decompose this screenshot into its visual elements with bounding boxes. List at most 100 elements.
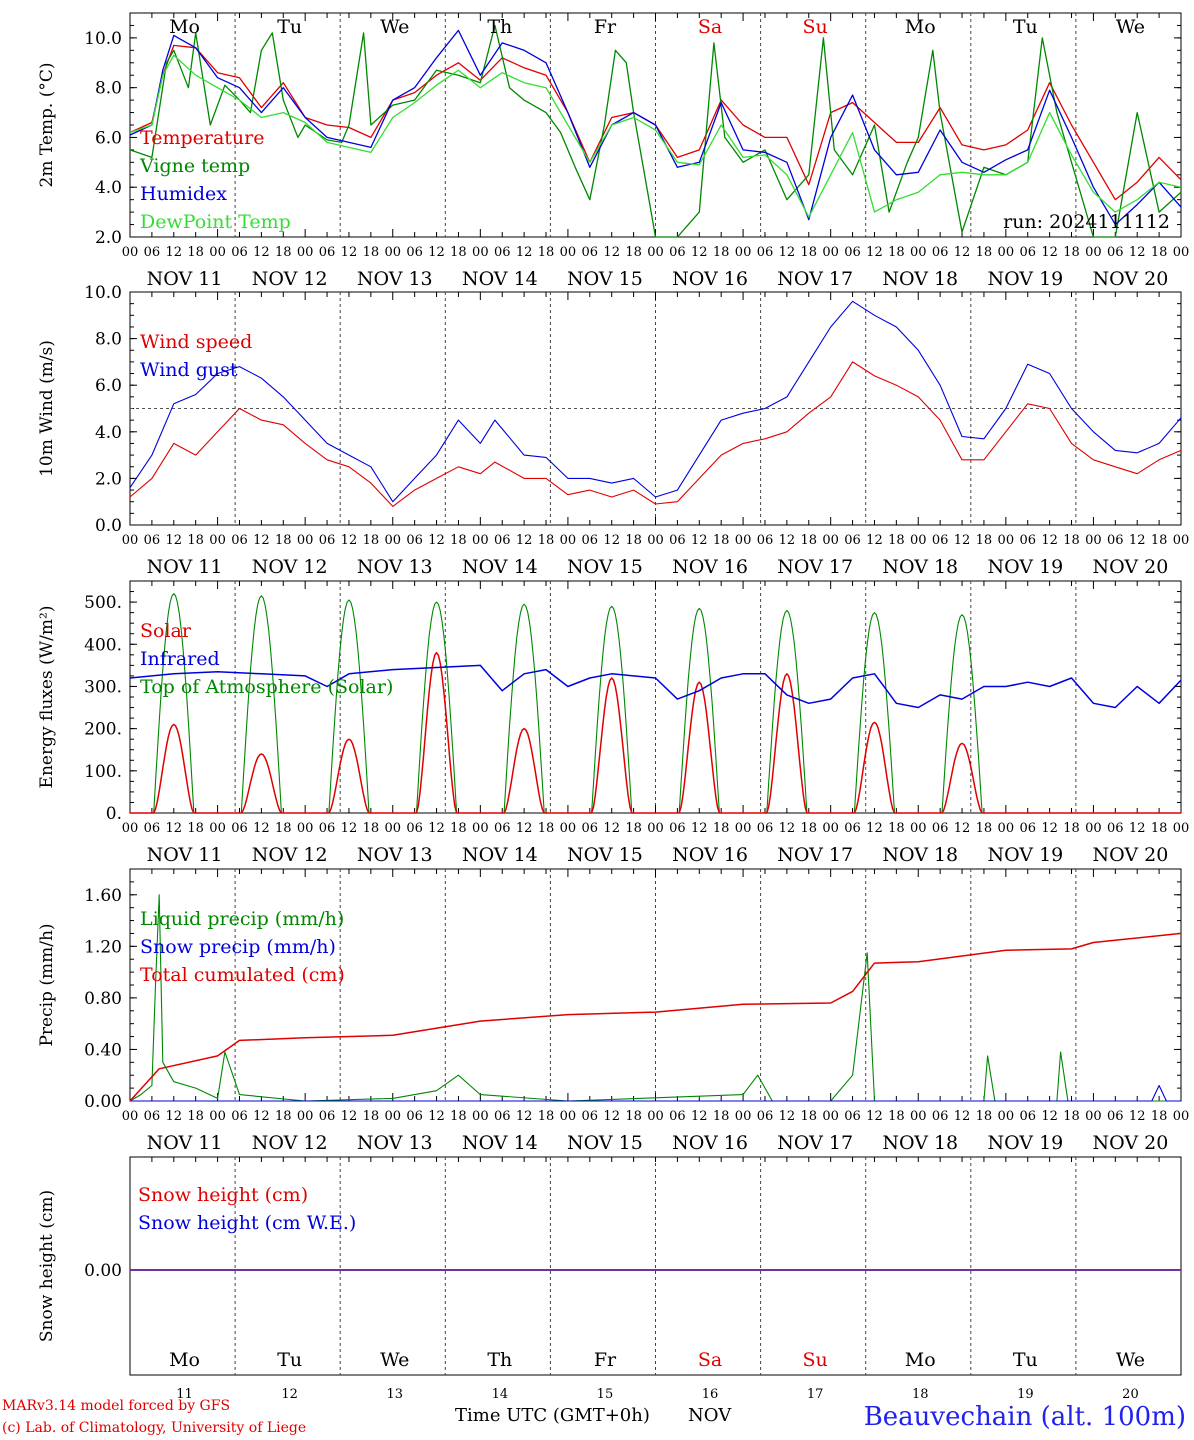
- x-tick-label: 18: [625, 245, 642, 260]
- x-tick-label: 12: [779, 245, 796, 260]
- x-tick-label: 06: [319, 245, 336, 260]
- x-tick-label: 00: [384, 1109, 401, 1124]
- x-tick-label: 06: [144, 533, 161, 548]
- date-label: NOV 20: [1093, 1132, 1169, 1154]
- x-tick-label: 18: [1151, 245, 1168, 260]
- date-label: NOV 17: [777, 268, 853, 290]
- x-tick-label: 06: [757, 821, 774, 836]
- x-tick-label: 00: [1085, 245, 1102, 260]
- x-tick-label: 18: [800, 821, 817, 836]
- precip-series-line-1: [130, 1084, 1181, 1102]
- x-tick-label: 06: [932, 1109, 949, 1124]
- x-tick-label: 12: [954, 1109, 971, 1124]
- x-tick-label: 06: [319, 821, 336, 836]
- date-label: NOV 17: [777, 844, 853, 866]
- x-tick-label: 12: [428, 245, 445, 260]
- y-tick-label: 10.0: [84, 283, 122, 303]
- x-tick-label: 00: [297, 1109, 314, 1124]
- date-label: NOV 16: [672, 844, 748, 866]
- date-label: NOV 19: [987, 268, 1063, 290]
- x-tick-label: 00: [209, 821, 226, 836]
- day-label: Tu: [277, 1349, 302, 1371]
- x-tick-label: 18: [1063, 821, 1080, 836]
- y-tick-label: 400.: [84, 635, 122, 655]
- y-tick-label: 8.0: [95, 330, 122, 350]
- x-tick-label: 12: [1129, 533, 1146, 548]
- y-axis-label: 10m Wind (m/s): [37, 340, 57, 477]
- snow-legend-1: Snow height (cm W.E.): [138, 1212, 356, 1234]
- precip-legend-0: Liquid precip (mm/h): [140, 908, 344, 930]
- x-tick-label: 00: [122, 1109, 139, 1124]
- day-label: Th: [487, 1349, 512, 1371]
- x-tick-label: 12: [166, 821, 183, 836]
- x-tick-label: 18: [187, 821, 204, 836]
- x-tick-label: 18: [713, 245, 730, 260]
- y-tick-label: 6.0: [95, 376, 122, 396]
- date-label: NOV 14: [462, 556, 538, 578]
- date-label: NOV 19: [987, 556, 1063, 578]
- day-label: Mo: [905, 16, 936, 38]
- x-tick-label: 12: [603, 533, 620, 548]
- precip-legend-2: Total cumulated (cm): [140, 964, 345, 986]
- x-tick-label: 12: [866, 821, 883, 836]
- date-label: NOV 12: [252, 556, 328, 578]
- date-label: NOV 17: [777, 556, 853, 578]
- x-tick-label: 12: [341, 821, 358, 836]
- x-tick-label: 06: [932, 245, 949, 260]
- x-tick-label: 18: [1063, 1109, 1080, 1124]
- x-tick-label: 06: [1019, 1109, 1036, 1124]
- x-tick-label: 00: [647, 821, 664, 836]
- date-label: NOV 18: [882, 268, 958, 290]
- y-tick-label: 0.: [106, 804, 122, 824]
- x-tick-label: 12: [516, 533, 533, 548]
- date-label: NOV 15: [567, 844, 643, 866]
- y-tick-label: 200.: [84, 720, 122, 740]
- precip-series-line-0: [129, 894, 1181, 1102]
- date-label: NOV 18: [882, 844, 958, 866]
- x-tick-label: 18: [275, 1109, 292, 1124]
- x-tick-label: 00: [1173, 245, 1190, 260]
- x-tick-label: 00: [998, 821, 1015, 836]
- x-tick-label: 06: [406, 245, 423, 260]
- x-tick-label: 18: [976, 533, 993, 548]
- date-label: NOV 20: [1093, 268, 1169, 290]
- x-tick-label: 00: [472, 533, 489, 548]
- date-label: NOV 13: [357, 268, 433, 290]
- date-label: NOV 11: [147, 268, 223, 290]
- x-tick-label: 06: [582, 533, 599, 548]
- x-tick-label: 12: [428, 821, 445, 836]
- temp-series-line-3: [129, 54, 1182, 218]
- x-tick-label: 18: [450, 821, 467, 836]
- x-tick-label: 06: [844, 245, 861, 260]
- y-tick-label: 0.0: [95, 516, 122, 536]
- date-label: NOV 18: [882, 1132, 958, 1154]
- x-tick-label: 12: [954, 245, 971, 260]
- x-tick-label: 00: [560, 821, 577, 836]
- x-tick-label: 12: [166, 245, 183, 260]
- day-number: 12: [281, 1387, 298, 1402]
- y-tick-label: 10.0: [84, 29, 122, 49]
- x-tick-label: 06: [1019, 533, 1036, 548]
- x-tick-label: 06: [144, 821, 161, 836]
- x-tick-label: 12: [253, 821, 270, 836]
- y-tick-label: 4.0: [95, 178, 122, 198]
- x-tick-label: 00: [122, 245, 139, 260]
- x-tick-label: 00: [297, 821, 314, 836]
- x-tick-label: 12: [954, 821, 971, 836]
- x-tick-label: 00: [735, 245, 752, 260]
- x-tick-label: 06: [406, 821, 423, 836]
- y-tick-label: 2.0: [95, 228, 122, 248]
- x-tick-label: 06: [669, 533, 686, 548]
- x-tick-label: 00: [910, 533, 927, 548]
- date-label: NOV 12: [252, 268, 328, 290]
- x-tick-label: 12: [1041, 533, 1058, 548]
- x-tick-label: 06: [494, 1109, 511, 1124]
- x-tick-label: 18: [888, 821, 905, 836]
- x-tick-label: 18: [450, 533, 467, 548]
- y-tick-label: 1.60: [84, 886, 122, 906]
- x-tick-label: 00: [209, 245, 226, 260]
- x-tick-label: 18: [538, 245, 555, 260]
- model-credit: MARv3.14 model forced by GFS: [2, 1398, 231, 1414]
- y-tick-label: 1.20: [84, 937, 122, 957]
- x-tick-label: 12: [253, 245, 270, 260]
